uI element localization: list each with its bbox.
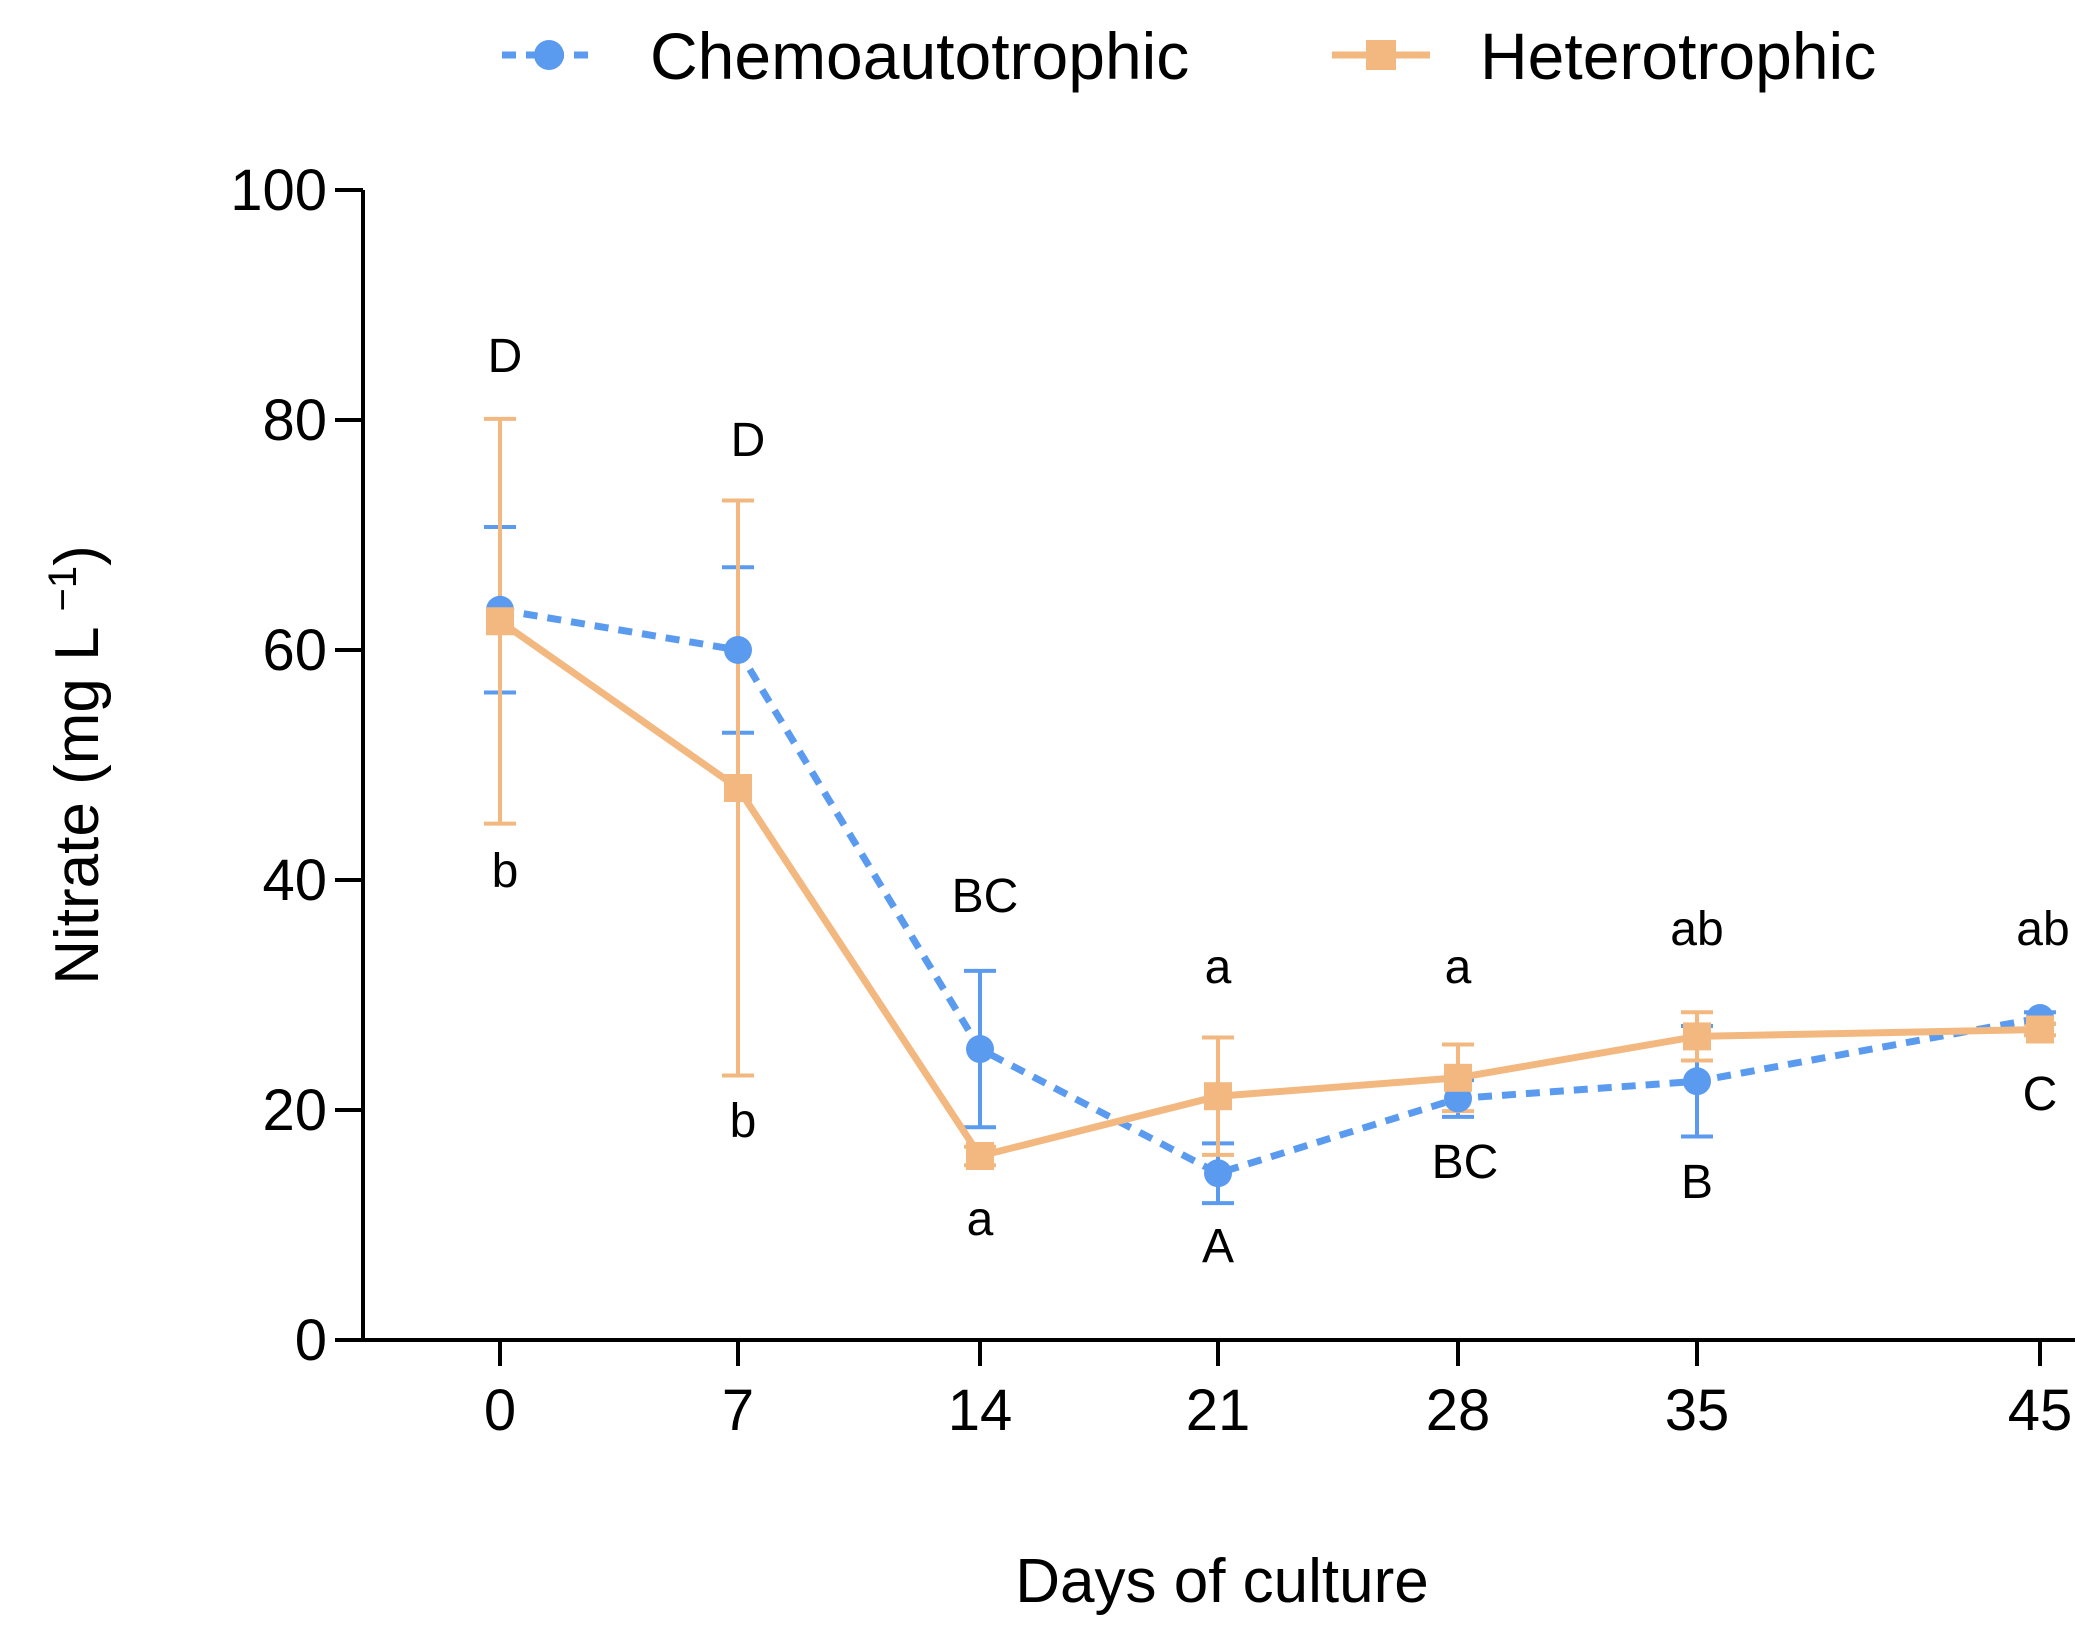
data-point: [1444, 1063, 1472, 1092]
error-bars: [484, 416, 2056, 1206]
legend: Chemoautotrophic Heterotrophic: [502, 19, 1876, 93]
data-point: [1204, 1082, 1232, 1111]
data-point: [966, 1035, 994, 1064]
data-point: [2026, 1015, 2054, 1044]
significance-letter: BC: [952, 870, 1019, 923]
x-tick-label: 45: [2008, 1378, 2073, 1443]
y-axis-title: Nitrate (mg L −1): [41, 545, 112, 985]
y-tick-label: 80: [262, 388, 327, 453]
legend-label: Chemoautotrophic: [650, 19, 1189, 93]
series-lines: [497, 606, 2041, 1177]
data-point: [1683, 1022, 1711, 1051]
data-point: [1683, 1067, 1711, 1096]
significance-letter: BC: [1432, 1136, 1499, 1189]
y-tick-label: 40: [262, 848, 327, 913]
data-markers: [486, 595, 2054, 1188]
y-tick-label: 20: [262, 1078, 327, 1143]
significance-letter: C: [2023, 1068, 2058, 1121]
y-tick-label: 100: [230, 158, 327, 223]
significance-letter: b: [492, 845, 519, 898]
data-point: [486, 607, 514, 636]
significance-letter: a: [967, 1193, 994, 1246]
significance-letter: b: [730, 1095, 757, 1148]
x-tick-label: 28: [1426, 1378, 1491, 1443]
data-point: [724, 774, 752, 802]
legend-marker: [534, 40, 564, 70]
significance-letter: ab: [1670, 903, 1723, 956]
x-axis-title: Days of culture: [1015, 1547, 1429, 1616]
significance-letter: a: [1445, 941, 1472, 994]
legend-marker: [1366, 40, 1396, 70]
x-tick-label: 7: [722, 1378, 754, 1443]
significance-letter: ab: [2016, 903, 2069, 956]
significance-letter: D: [731, 414, 766, 467]
x-tick-label: 35: [1665, 1378, 1730, 1443]
significance-letter: D: [488, 330, 523, 383]
significance-letter: B: [1681, 1156, 1713, 1209]
x-tick-label: 0: [484, 1378, 516, 1443]
x-tick-label: 14: [948, 1378, 1013, 1443]
significance-letter: A: [1202, 1220, 1234, 1273]
data-point: [724, 636, 752, 664]
significance-letter: a: [1205, 941, 1232, 994]
x-tick-label: 21: [1186, 1378, 1251, 1443]
data-point: [966, 1142, 994, 1170]
legend-label: Heterotrophic: [1480, 19, 1876, 93]
axes: 0 20 40 60 80 100 0 7 14 21 28 35 45 Days of culture N…: [41, 158, 2075, 1616]
y-tick-label: 0: [295, 1308, 327, 1373]
y-tick-label: 60: [262, 618, 327, 683]
data-point: [1204, 1159, 1232, 1188]
